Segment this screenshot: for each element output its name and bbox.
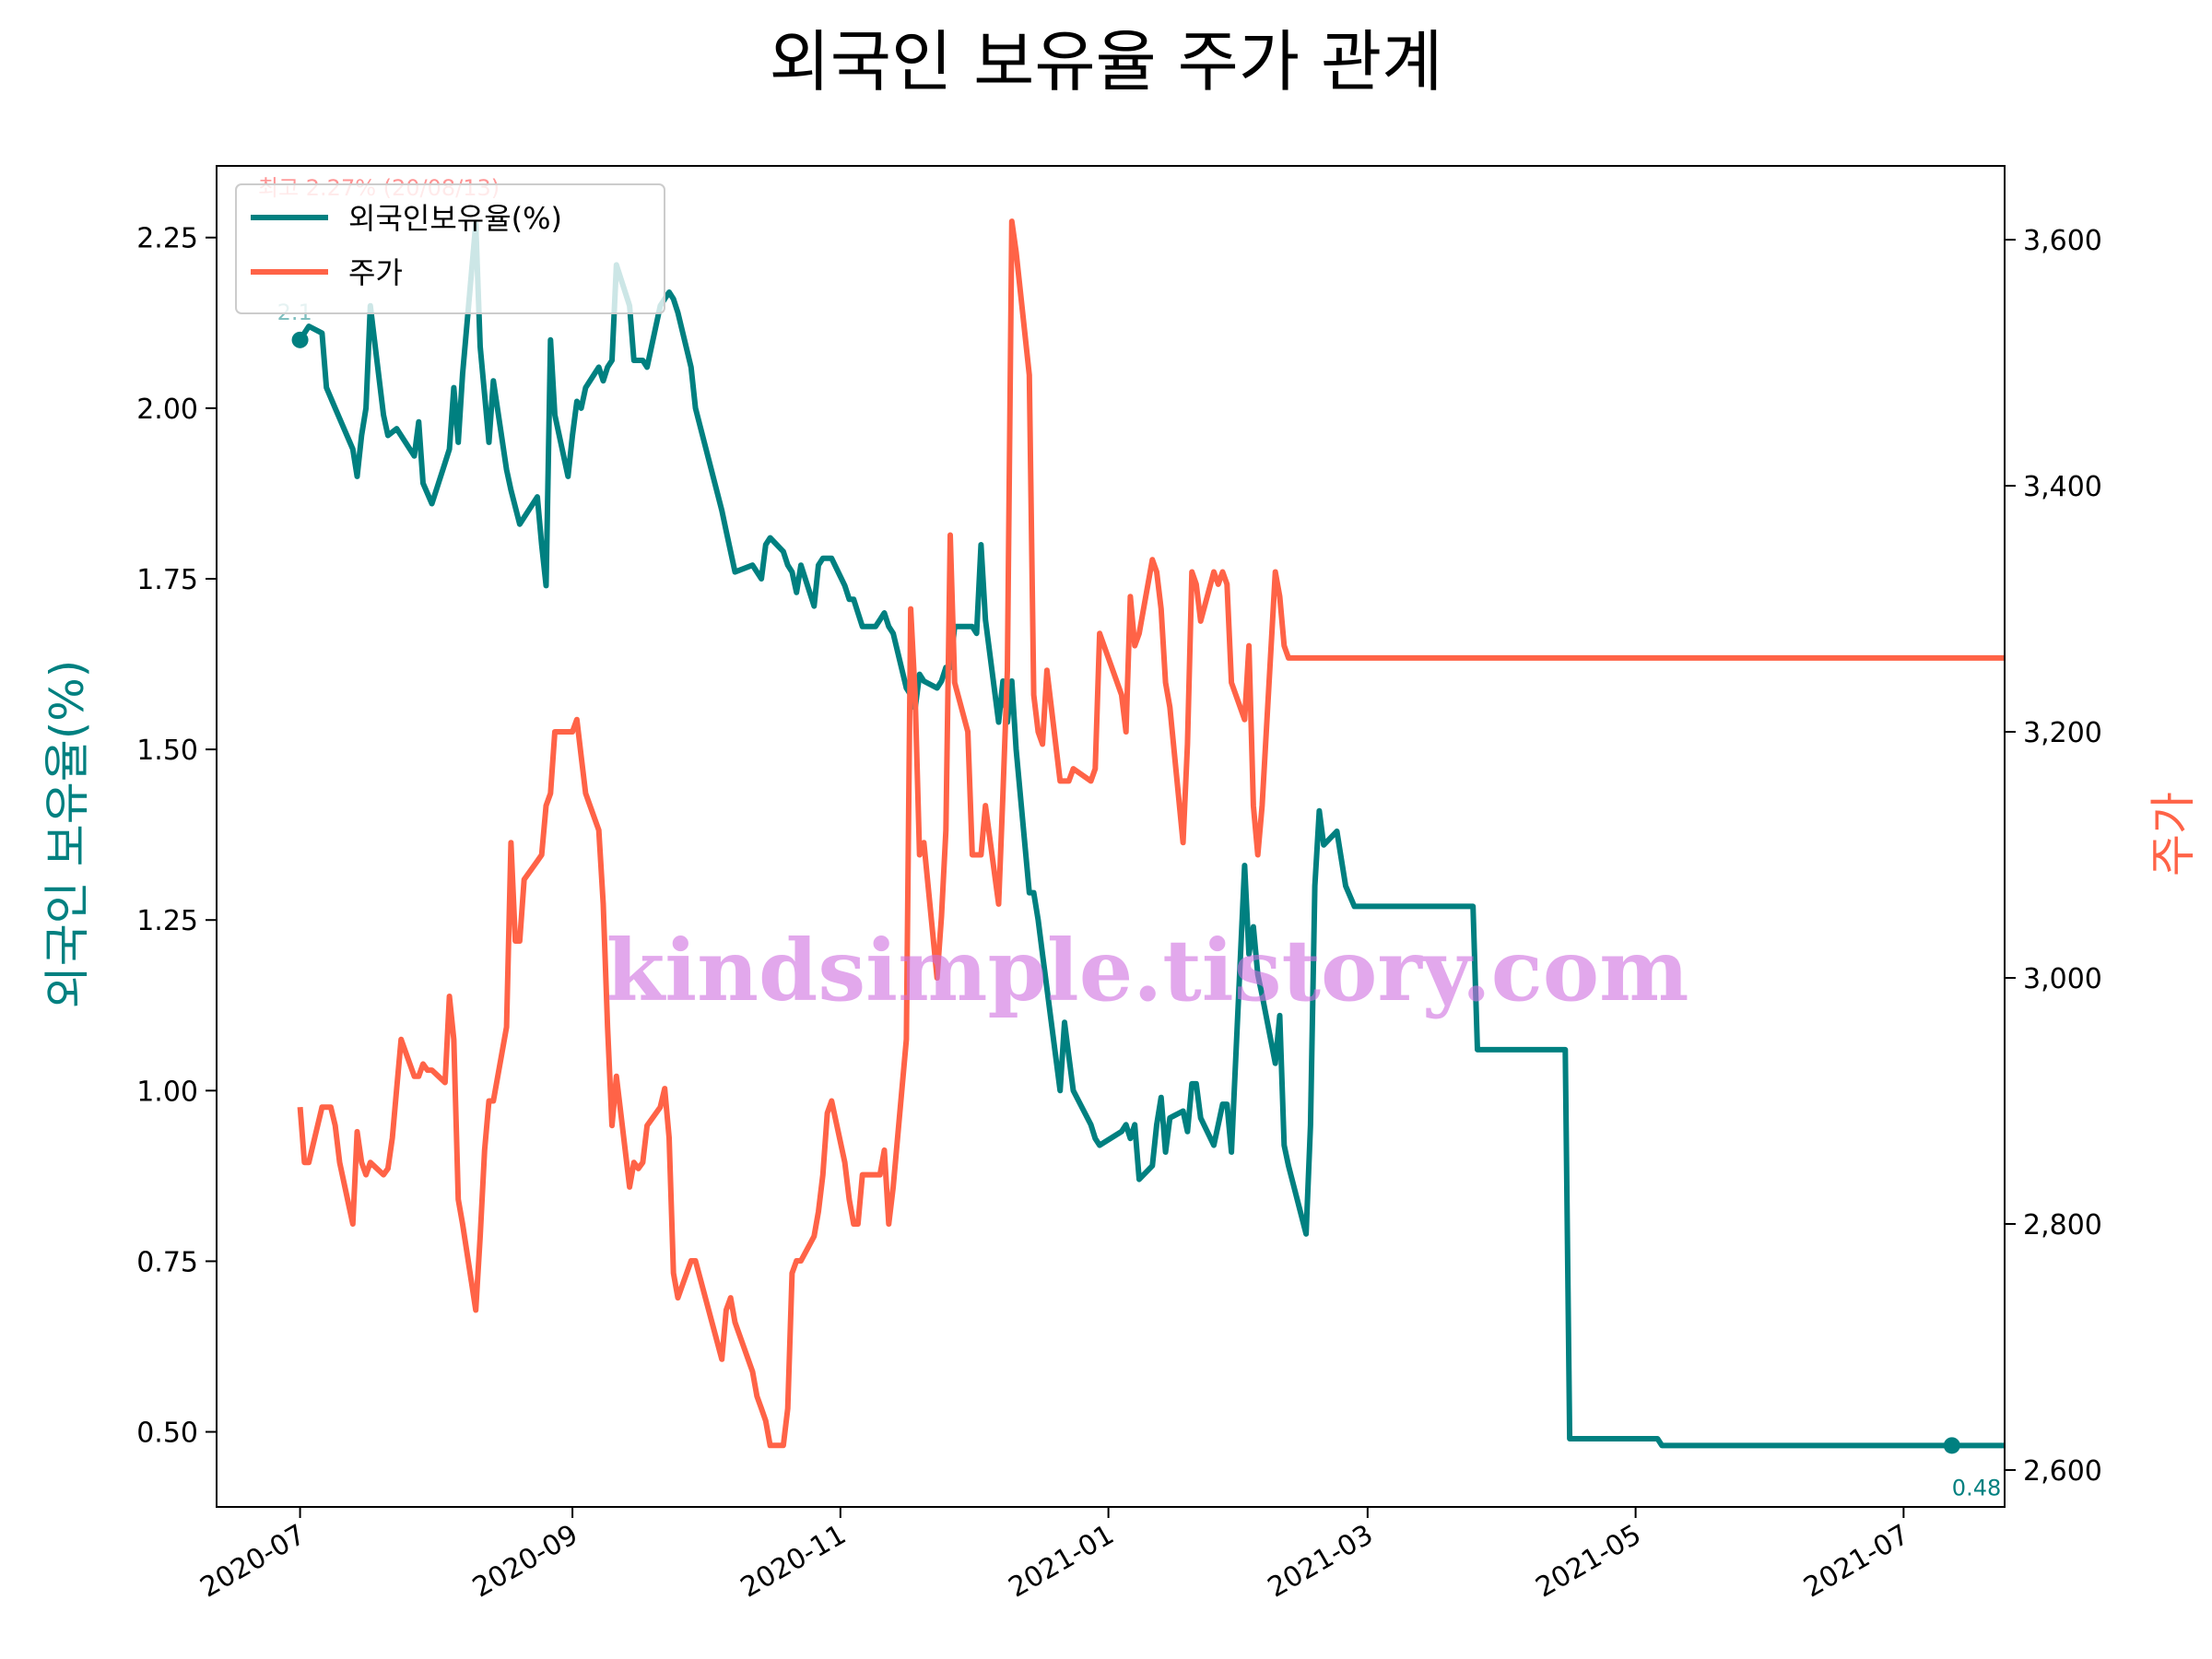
end-value-label: 0.48 bbox=[1952, 1475, 2001, 1500]
left-y-tick-label: 1.75 bbox=[136, 564, 198, 596]
right-y-tick-label: 3,200 bbox=[2023, 717, 2102, 749]
right-y-tick-label: 3,400 bbox=[2023, 471, 2102, 503]
left-y-tick-label: 1.25 bbox=[136, 905, 198, 937]
left-y-tick-label: 0.75 bbox=[136, 1246, 198, 1278]
left-y-tick-label: 1.00 bbox=[136, 1076, 198, 1108]
end-point-marker bbox=[1943, 1437, 1960, 1454]
legend-label-price: 주가 bbox=[348, 255, 403, 290]
chart-title: 외국인 보유율 주가 관계 bbox=[769, 23, 1442, 100]
watermark-text: kindsimple.tistory.com bbox=[606, 921, 1688, 1020]
left-axis-label: 외국인 보유율(%) bbox=[41, 660, 94, 1008]
start-point-marker bbox=[291, 331, 309, 348]
left-y-tick-label: 2.00 bbox=[136, 394, 198, 426]
left-y-tick-label: 0.50 bbox=[136, 1418, 198, 1450]
right-axis-label: 주가 bbox=[2147, 792, 2200, 877]
right-y-tick-label: 3,000 bbox=[2023, 963, 2102, 995]
right-y-tick-label: 2,600 bbox=[2023, 1455, 2102, 1488]
series-line-foreign-ratio bbox=[298, 220, 2005, 1449]
legend: 외국인보유율(%) 주가 bbox=[235, 183, 665, 314]
right-y-tick-label: 3,600 bbox=[2023, 225, 2102, 257]
plot-frame bbox=[216, 165, 2006, 1508]
left-y-tick-label: 1.50 bbox=[136, 735, 198, 767]
series-group bbox=[297, 218, 2005, 1449]
right-y-axis: 2,600 2,800 3,000 3,200 3,400 3,600 bbox=[2005, 225, 2102, 1488]
legend-box bbox=[235, 183, 665, 314]
legend-label-foreign-ratio: 외국인보유율(%) bbox=[348, 201, 562, 236]
left-y-tick-label: 2.25 bbox=[136, 223, 198, 255]
series-line-price bbox=[297, 218, 2005, 1449]
left-y-axis: 0.50 0.75 1.00 1.25 1.50 1.75 2.00 2.25 bbox=[136, 223, 217, 1450]
right-y-tick-label: 2,800 bbox=[2023, 1209, 2102, 1241]
plot-area: 2.10.48최고 2.27% (20/08/13) bbox=[258, 175, 2005, 1500]
